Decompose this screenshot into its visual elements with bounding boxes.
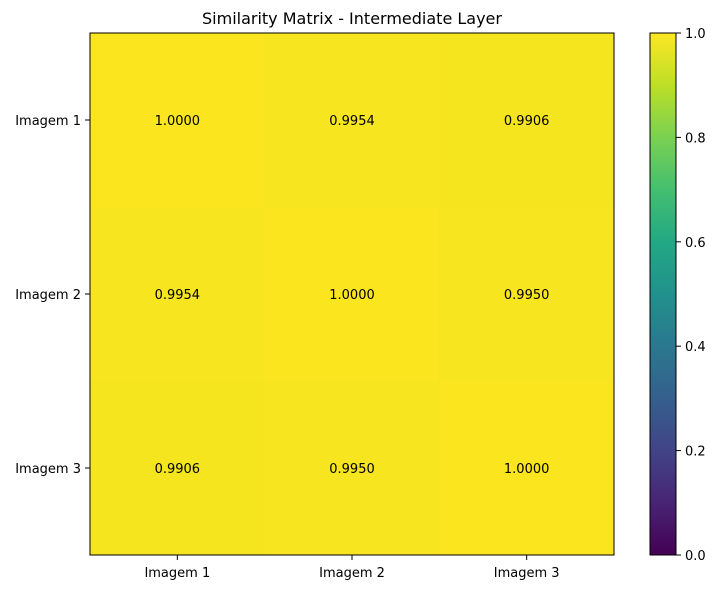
heatmap-cell-r3-c3 <box>439 381 615 556</box>
heatmap-cell-r2-c3 <box>439 207 615 382</box>
colorbar-tick-label: 0.0 <box>685 549 706 564</box>
cell-value-label: 1.0000 <box>329 288 375 303</box>
heatmap-cell-r2-c2 <box>264 207 440 382</box>
cell-value-label: 1.0000 <box>155 114 201 129</box>
cell-value-label: 0.9954 <box>155 288 201 303</box>
heatmap-cell-r1-c1 <box>90 33 266 208</box>
colorbar <box>649 32 677 556</box>
colorbar-tick-label: 0.2 <box>685 445 706 460</box>
y-tick-label: Imagem 1 <box>15 114 81 129</box>
x-tick-label: Imagem 1 <box>144 566 210 581</box>
y-tick-label: Imagem 2 <box>15 288 81 303</box>
x-axis-ticks: Imagem 1 Imagem 2 Imagem 3 <box>144 555 560 581</box>
y-axis-ticks: Imagem 1 Imagem 2 Imagem 3 <box>15 114 90 477</box>
cell-value-label: 0.9950 <box>504 288 550 303</box>
colorbar-tick-label: 0.6 <box>685 236 706 251</box>
x-tick-label: Imagem 2 <box>319 566 385 581</box>
colorbar-ticks: 0.0 0.2 0.4 0.6 0.8 1.0 <box>676 27 706 564</box>
cell-value-label: 0.9954 <box>329 114 375 129</box>
cell-value-label: 1.0000 <box>504 462 550 477</box>
x-tick-label: Imagem 3 <box>494 566 560 581</box>
heatmap-cell-r3-c1 <box>90 381 266 556</box>
cell-labels: 1.0000 0.9954 0.9906 0.9954 1.0000 0.9950 0.99… <box>155 114 550 477</box>
cell-value-label: 0.9906 <box>155 462 201 477</box>
heatmap-cell-r2-c1 <box>90 207 266 382</box>
colorbar-tick-label: 0.8 <box>685 131 706 146</box>
cell-value-label: 0.9906 <box>504 114 550 129</box>
colorbar-tick-label: 0.4 <box>685 340 706 355</box>
cell-value-label: 0.9950 <box>329 462 375 477</box>
heatmap-cell-r1-c2 <box>264 33 440 208</box>
heatmap-cell-r3-c2 <box>264 381 440 556</box>
y-tick-label: Imagem 3 <box>15 462 81 477</box>
heatmap-cells <box>90 33 615 556</box>
heatmap-cell-r1-c3 <box>439 33 615 208</box>
colorbar-tick-label: 1.0 <box>685 27 706 42</box>
chart-title: Similarity Matrix - Intermediate Layer <box>202 9 502 28</box>
